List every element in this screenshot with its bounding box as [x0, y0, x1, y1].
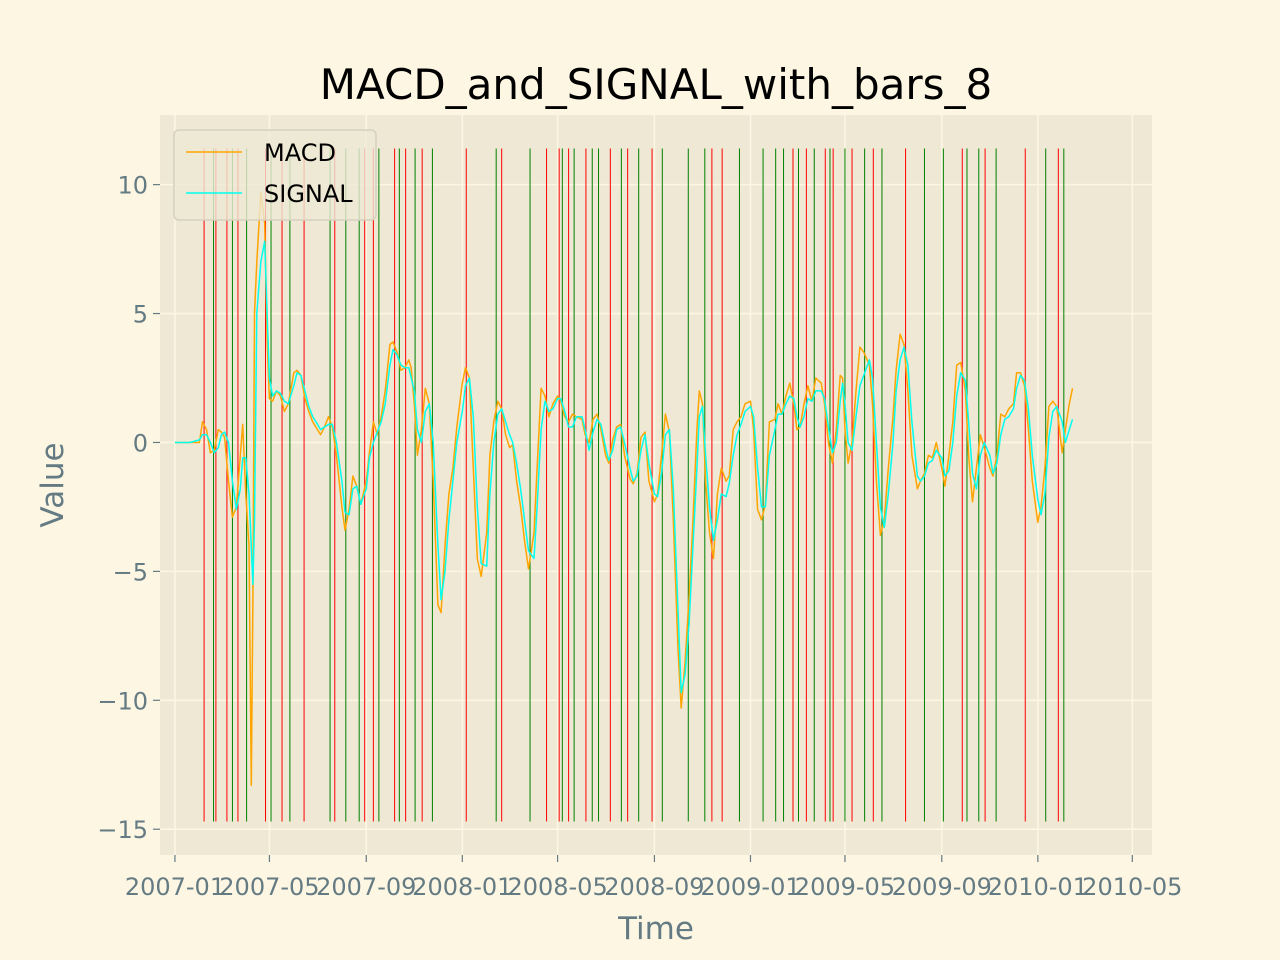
x-tick-label: 2008-01 — [412, 873, 512, 901]
x-tick-labels: 2007-012007-052007-092008-012008-052008-… — [125, 855, 1182, 901]
y-tick-label: 0 — [133, 429, 148, 457]
x-tick-label: 2009-01 — [700, 873, 800, 901]
y-tick-label: −10 — [97, 687, 148, 715]
legend-label-signal: SIGNAL — [264, 180, 353, 208]
plot-area — [160, 115, 1152, 855]
y-tick-label: 5 — [133, 301, 148, 329]
y-tick-label: −15 — [97, 816, 148, 844]
y-tick-label: 10 — [117, 172, 148, 200]
x-tick-label: 2009-05 — [795, 873, 895, 901]
x-tick-label: 2010-01 — [988, 873, 1088, 901]
y-tick-labels: 10 5 0 −5 −10 −15 — [97, 172, 160, 844]
x-tick-label: 2007-05 — [219, 873, 319, 901]
y-tick-label: −5 — [113, 558, 148, 586]
x-tick-label: 2008-09 — [604, 873, 704, 901]
y-axis-label: Value — [35, 442, 71, 527]
legend: MACD SIGNAL — [173, 129, 377, 221]
x-tick-label: 2010-05 — [1082, 873, 1182, 901]
chart-title: MACD_and_SIGNAL_with_bars_8 — [320, 60, 992, 109]
series-line-signal — [175, 240, 1074, 694]
x-tick-label: 2009-09 — [892, 873, 992, 901]
x-tick-label: 2007-01 — [125, 873, 225, 901]
x-axis-label: Time — [617, 911, 694, 947]
signal-bars — [203, 148, 1065, 822]
legend-label-macd: MACD — [264, 139, 336, 167]
x-tick-label: 2007-09 — [316, 873, 416, 901]
y-gridlines — [160, 183, 1152, 831]
x-tick-label: 2008-05 — [507, 873, 607, 901]
series-lines — [175, 191, 1074, 787]
